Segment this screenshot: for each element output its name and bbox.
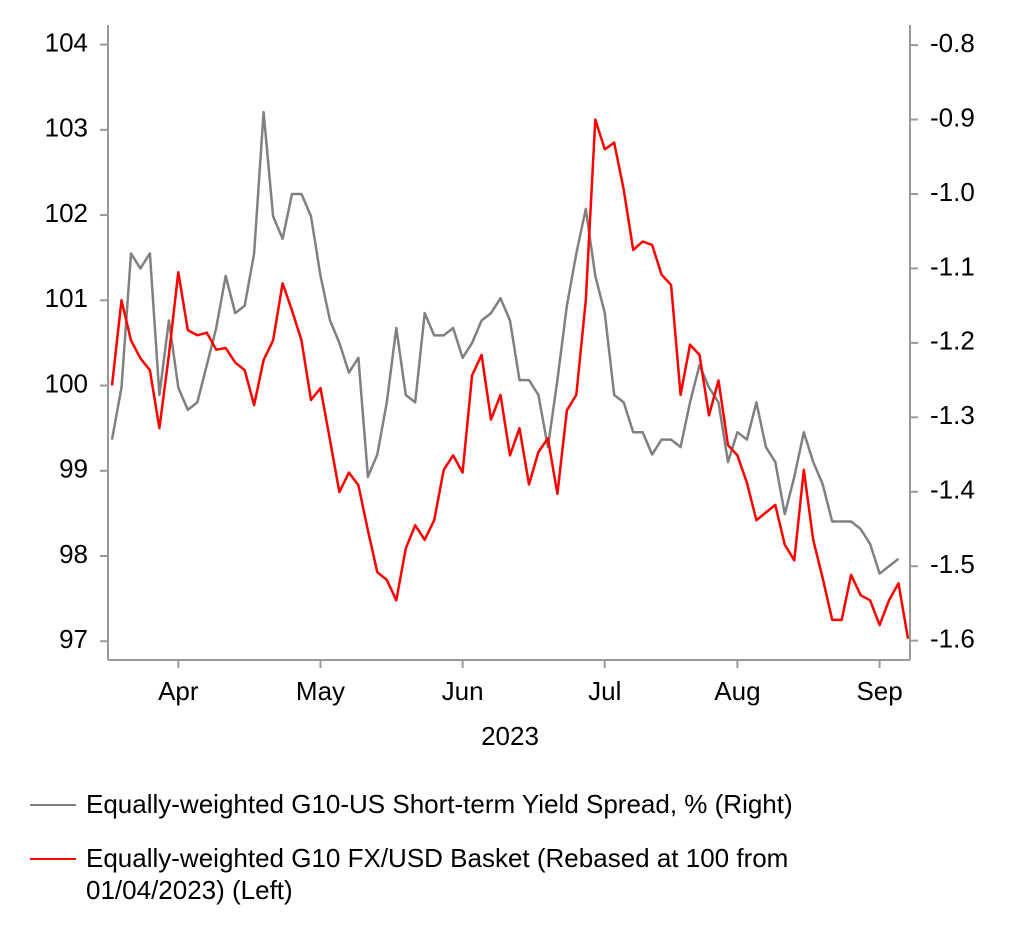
legend-label: Equally-weighted G10-US Short-term Yield… xyxy=(86,789,793,819)
series-line xyxy=(110,110,900,575)
y-tick-label: 99 xyxy=(59,454,88,484)
legend-label: Equally-weighted G10 FX/USD Basket (Reba… xyxy=(86,843,789,905)
chart: 2023 97 98 99 100 101 102 103 104 -1.6 -1.5 -1.4 -1… xyxy=(45,25,975,751)
y2-tick-label: -0.9 xyxy=(930,102,975,132)
y-tick-label: 98 xyxy=(59,539,88,569)
y2-tick-label: -1.5 xyxy=(930,549,975,579)
y-tick-label: 101 xyxy=(45,283,88,313)
legend-swatch xyxy=(30,858,76,860)
y2-tick-label: -0.8 xyxy=(930,28,975,58)
x-tick-label: Jul xyxy=(588,676,621,706)
x-tick-label: Jun xyxy=(442,676,484,706)
legend-item: Equally-weighted G10 FX/USD Basket (Reba… xyxy=(30,842,930,906)
y-tick-label: 97 xyxy=(59,624,88,654)
x-axis-label: 2023 xyxy=(481,721,539,751)
y2-tick-label: -1.2 xyxy=(930,326,975,356)
x-tick-label: Sep xyxy=(856,676,902,706)
y-tick-label: 104 xyxy=(45,27,88,57)
y2-tick-label: -1.6 xyxy=(930,624,975,654)
x-tick-label: Apr xyxy=(158,676,199,706)
x-tick-label: Aug xyxy=(714,676,760,706)
x-tick-label: May xyxy=(296,676,345,706)
legend-item: Equally-weighted G10-US Short-term Yield… xyxy=(30,788,930,820)
y-tick-label: 103 xyxy=(45,113,88,143)
legend-swatch xyxy=(30,804,76,806)
y2-tick-label: -1.3 xyxy=(930,400,975,430)
y2-tick-label: -1.0 xyxy=(930,177,975,207)
y-tick-label: 100 xyxy=(45,368,88,398)
y2-tick-label: -1.4 xyxy=(930,475,975,505)
series-line xyxy=(110,118,910,639)
y-tick-label: 102 xyxy=(45,198,88,228)
y2-tick-label: -1.1 xyxy=(930,251,975,281)
